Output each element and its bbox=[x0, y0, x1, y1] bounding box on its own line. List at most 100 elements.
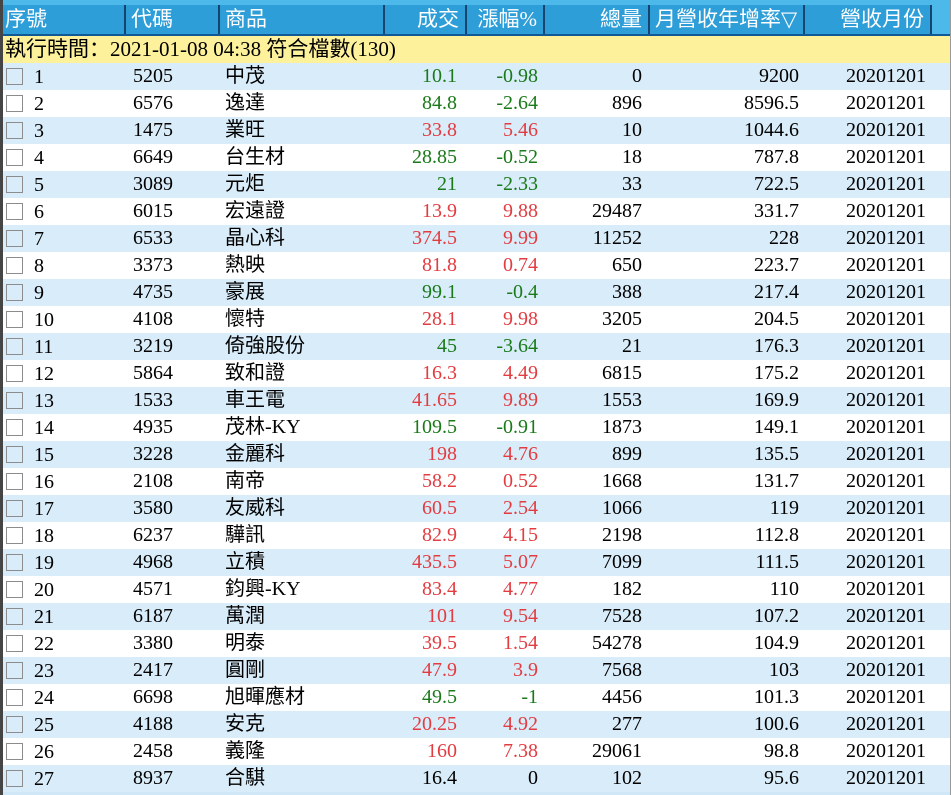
table-row[interactable]: 14 4935 茂林-KY 109.5 -0.91 1873 149.1 202… bbox=[0, 414, 951, 441]
stock-name: 台生材 bbox=[225, 146, 285, 168]
revenue-month: 20201201 bbox=[846, 524, 926, 546]
revenue-yoy-growth: 112.8 bbox=[754, 524, 799, 546]
table-row[interactable]: 18 6237 驊訊 82.9 4.15 2198 112.8 20201201 bbox=[0, 522, 951, 549]
row-checkbox[interactable] bbox=[6, 203, 23, 220]
row-checkbox[interactable] bbox=[6, 743, 23, 760]
table-row[interactable]: 8 3373 熱映 81.8 0.74 650 223.7 20201201 bbox=[0, 252, 951, 279]
row-filler bbox=[932, 522, 951, 549]
row-seq-number: 10 bbox=[34, 308, 54, 331]
row-seq-number: 13 bbox=[34, 389, 54, 412]
table-row[interactable]: 19 4968 立積 435.5 5.07 7099 111.5 2020120… bbox=[0, 549, 951, 576]
stock-code: 4968 bbox=[133, 551, 173, 573]
row-checkbox[interactable] bbox=[6, 392, 23, 409]
column-header-volume[interactable]: 總量 bbox=[545, 5, 650, 34]
row-checkbox[interactable] bbox=[6, 149, 23, 166]
table-row[interactable]: 17 3580 友威科 60.5 2.54 1066 119 20201201 bbox=[0, 495, 951, 522]
last-price: 109.5 bbox=[412, 416, 457, 438]
stock-name: 安克 bbox=[225, 713, 265, 735]
revenue-month: 20201201 bbox=[846, 65, 926, 87]
revenue-month: 20201201 bbox=[846, 335, 926, 357]
row-checkbox[interactable] bbox=[6, 419, 23, 436]
row-checkbox[interactable] bbox=[6, 446, 23, 463]
table-row[interactable]: 12 5864 致和證 16.3 4.49 6815 175.2 2020120… bbox=[0, 360, 951, 387]
row-checkbox[interactable] bbox=[6, 176, 23, 193]
change-percent: -3.64 bbox=[496, 335, 538, 357]
row-checkbox[interactable] bbox=[6, 122, 23, 139]
stock-code: 3380 bbox=[133, 632, 173, 654]
table-row[interactable]: 4 6649 台生材 28.85 -0.52 18 787.8 20201201 bbox=[0, 144, 951, 171]
last-price: 21 bbox=[437, 173, 457, 195]
table-row[interactable]: 24 6698 旭暉應材 49.5 -1 4456 101.3 20201201 bbox=[0, 684, 951, 711]
revenue-yoy-growth: 103 bbox=[769, 659, 799, 681]
total-volume: 2198 bbox=[602, 524, 642, 546]
row-checkbox[interactable] bbox=[6, 635, 23, 652]
stock-code: 2108 bbox=[133, 470, 173, 492]
total-volume: 10 bbox=[622, 119, 642, 141]
revenue-month: 20201201 bbox=[846, 443, 926, 465]
change-percent: 9.99 bbox=[503, 227, 538, 249]
table-row[interactable]: 15 3228 金麗科 198 4.76 899 135.5 20201201 bbox=[0, 441, 951, 468]
table-row[interactable]: 26 2458 義隆 160 7.38 29061 98.8 20201201 bbox=[0, 738, 951, 765]
column-header-code[interactable]: 代碼 bbox=[126, 5, 220, 34]
column-header-seq[interactable]: 序號 bbox=[0, 5, 126, 34]
row-checkbox[interactable] bbox=[6, 500, 23, 517]
table-row[interactable]: 21 6187 萬潤 101 9.54 7528 107.2 20201201 bbox=[0, 603, 951, 630]
row-checkbox[interactable] bbox=[6, 473, 23, 490]
change-percent: -0.91 bbox=[496, 416, 538, 438]
change-percent: 9.88 bbox=[503, 200, 538, 222]
revenue-month: 20201201 bbox=[846, 362, 926, 384]
revenue-yoy-growth: 8596.5 bbox=[744, 92, 799, 114]
row-checkbox[interactable] bbox=[6, 338, 23, 355]
column-header-growth-sorted[interactable]: 月營收年增率▽ bbox=[650, 5, 805, 34]
table-row[interactable]: 22 3380 明泰 39.5 1.54 54278 104.9 2020120… bbox=[0, 630, 951, 657]
table-row[interactable]: 27 8937 合騏 16.4 0 102 95.6 20201201 bbox=[0, 765, 951, 792]
stock-name: 立積 bbox=[225, 551, 265, 573]
table-row[interactable]: 16 2108 南帝 58.2 0.52 1668 131.7 20201201 bbox=[0, 468, 951, 495]
table-row[interactable]: 9 4735 豪展 99.1 -0.4 388 217.4 20201201 bbox=[0, 279, 951, 306]
row-seq-number: 22 bbox=[34, 632, 54, 655]
column-header-price[interactable]: 成交 bbox=[385, 5, 467, 34]
table-row[interactable]: 2 6576 逸達 84.8 -2.64 896 8596.5 20201201 bbox=[0, 90, 951, 117]
row-checkbox[interactable] bbox=[6, 608, 23, 625]
change-percent: -2.64 bbox=[496, 92, 538, 114]
table-row[interactable]: 3 1475 業旺 33.8 5.46 10 1044.6 20201201 bbox=[0, 117, 951, 144]
table-row[interactable]: 11 3219 倚強股份 45 -3.64 21 176.3 20201201 bbox=[0, 333, 951, 360]
row-checkbox[interactable] bbox=[6, 581, 23, 598]
seq-cell: 3 bbox=[0, 117, 126, 144]
column-header-change[interactable]: 漲幅% bbox=[467, 5, 545, 34]
row-checkbox[interactable] bbox=[6, 230, 23, 247]
table-row[interactable]: 25 4188 安克 20.25 4.92 277 100.6 20201201 bbox=[0, 711, 951, 738]
row-checkbox[interactable] bbox=[6, 716, 23, 733]
row-checkbox[interactable] bbox=[6, 284, 23, 301]
table-row[interactable]: 20 4571 鈞興-KY 83.4 4.77 182 110 20201201 bbox=[0, 576, 951, 603]
table-row[interactable]: 10 4108 懷特 28.1 9.98 3205 204.5 20201201 bbox=[0, 306, 951, 333]
table-row[interactable]: 5 3089 元炬 21 -2.33 33 722.5 20201201 bbox=[0, 171, 951, 198]
row-checkbox[interactable] bbox=[6, 95, 23, 112]
row-filler bbox=[932, 684, 951, 711]
table-row[interactable]: 23 2417 圓剛 47.9 3.9 7568 103 20201201 bbox=[0, 657, 951, 684]
row-checkbox[interactable] bbox=[6, 527, 23, 544]
table-row[interactable]: 13 1533 車王電 41.65 9.89 1553 169.9 202012… bbox=[0, 387, 951, 414]
row-checkbox[interactable] bbox=[6, 770, 23, 787]
bottom-strip bbox=[0, 792, 951, 795]
stock-code: 4188 bbox=[133, 713, 173, 735]
column-header-month[interactable]: 營收月份 bbox=[805, 5, 932, 34]
revenue-month: 20201201 bbox=[846, 173, 926, 195]
row-checkbox[interactable] bbox=[6, 257, 23, 274]
row-checkbox[interactable] bbox=[6, 689, 23, 706]
revenue-month: 20201201 bbox=[846, 497, 926, 519]
row-checkbox[interactable] bbox=[6, 365, 23, 382]
table-row[interactable]: 6 6015 宏遠證 13.9 9.88 29487 331.7 2020120… bbox=[0, 198, 951, 225]
table-row[interactable]: 1 5205 中茂 10.1 -0.98 0 9200 20201201 bbox=[0, 63, 951, 90]
row-checkbox[interactable] bbox=[6, 68, 23, 85]
change-percent: 2.54 bbox=[503, 497, 538, 519]
row-checkbox[interactable] bbox=[6, 662, 23, 679]
row-checkbox[interactable] bbox=[6, 554, 23, 571]
row-checkbox[interactable] bbox=[6, 311, 23, 328]
total-volume: 3205 bbox=[602, 308, 642, 330]
seq-cell: 27 bbox=[0, 765, 126, 792]
table-row[interactable]: 7 6533 晶心科 374.5 9.99 11252 228 20201201 bbox=[0, 225, 951, 252]
column-header-name[interactable]: 商品 bbox=[220, 5, 385, 34]
row-filler bbox=[932, 765, 951, 792]
row-filler bbox=[932, 630, 951, 657]
